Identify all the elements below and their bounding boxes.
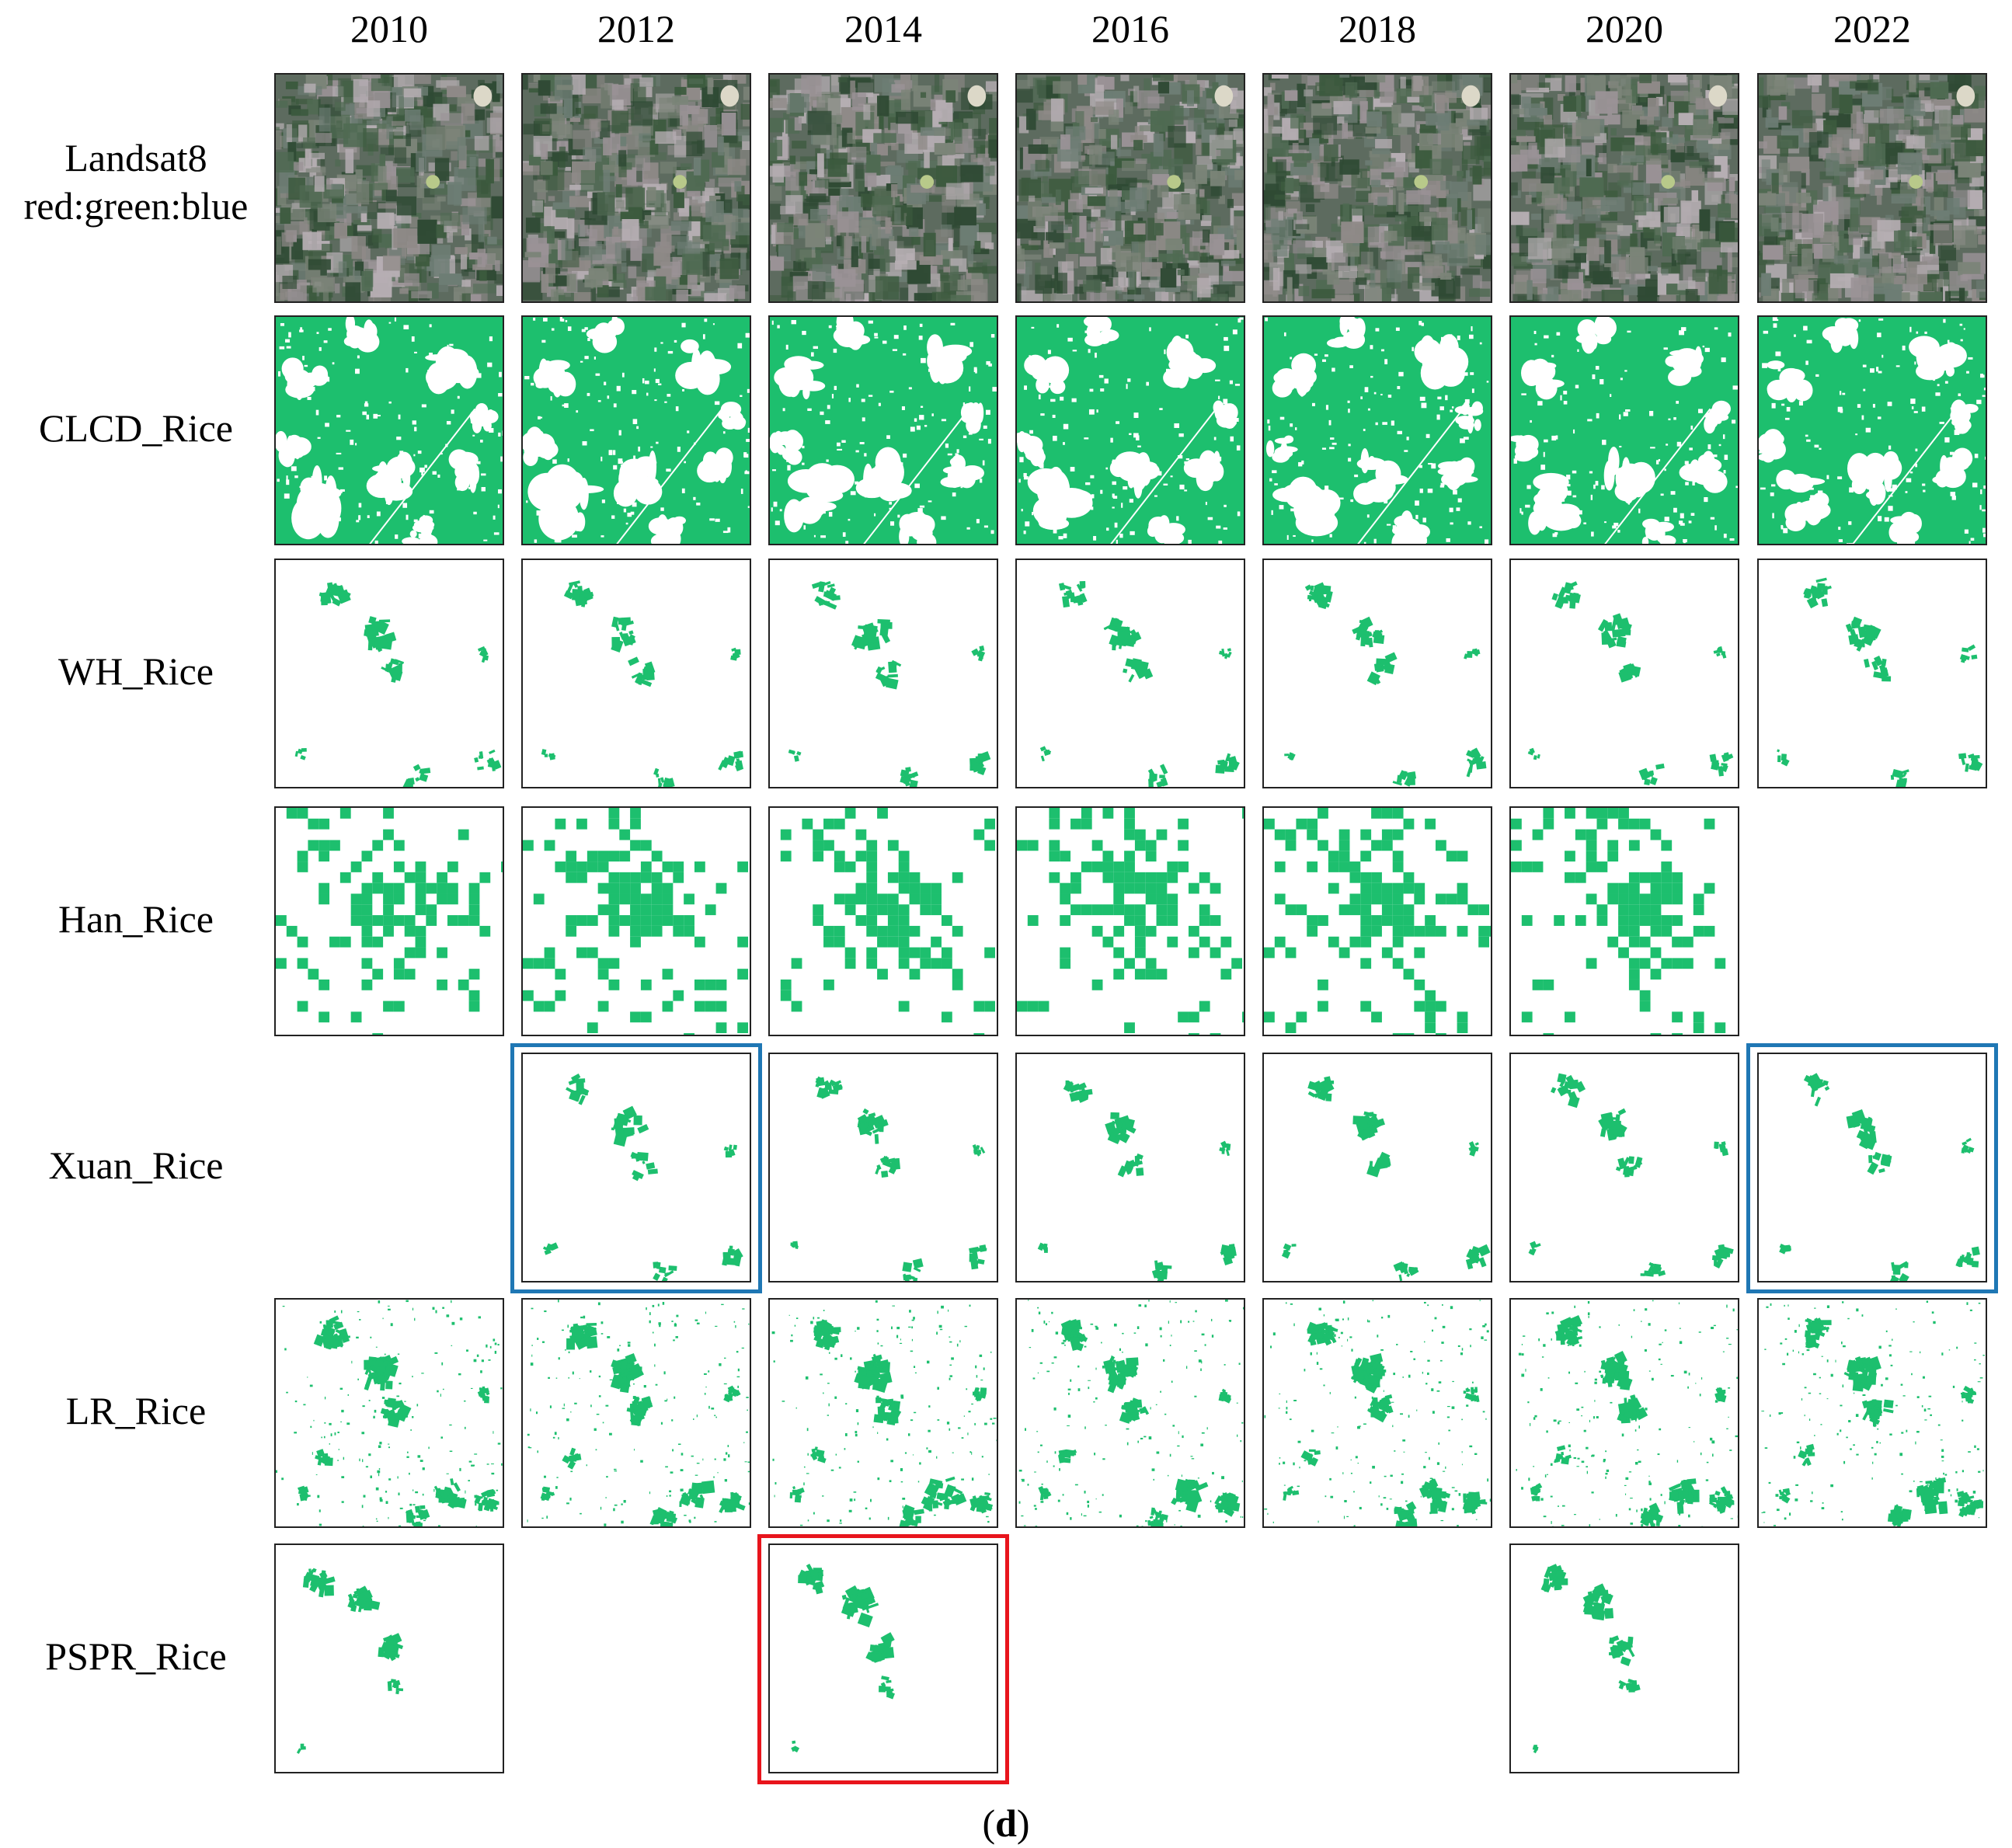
row-label-wh-rice: WH_Rice <box>58 649 214 693</box>
map-tile-sparse-2016 <box>1015 1053 1245 1282</box>
map-tile-dense-2016 <box>1015 315 1245 545</box>
map-tile-dense-2010 <box>274 315 504 545</box>
map-tile-satellite-2014 <box>768 73 998 303</box>
map-tile-sparse-2014 <box>768 1053 998 1282</box>
row-label-clcd-rice: CLCD_Rice <box>39 406 233 450</box>
year-header-2020: 2020 <box>1586 7 1663 50</box>
map-tile-coarse-2018 <box>1262 806 1492 1036</box>
map-tile-dense-2022 <box>1757 315 1987 545</box>
map-tile-satellite-2022 <box>1757 73 1987 303</box>
map-tile-sparse2-2020 <box>1509 1543 1739 1773</box>
map-tile-dense-2020 <box>1509 315 1739 545</box>
map-tile-dense-2012 <box>521 315 751 545</box>
map-tile-satellite-2010 <box>274 73 504 303</box>
map-tile-sparse-2012 <box>521 559 751 788</box>
year-header-2016: 2016 <box>1091 7 1169 50</box>
map-tile-satellite-2020 <box>1509 73 1739 303</box>
map-tile-sparse-2018 <box>1262 1053 1492 1282</box>
panel-caption: (d) <box>982 1801 1030 1845</box>
map-tile-coarse-2012 <box>521 806 751 1036</box>
map-tile-medium-2018 <box>1262 1298 1492 1528</box>
map-tile-medium-2012 <box>521 1298 751 1528</box>
map-tile-sparse-2010 <box>274 559 504 788</box>
year-header-2014: 2014 <box>844 7 922 50</box>
row-label-landsat8: Landsat8 red:green:blue <box>0 134 272 230</box>
map-tile-sparse2-2010 <box>274 1543 504 1773</box>
highlight-box-blue <box>1746 1043 1998 1293</box>
row-label-han-rice: Han_Rice <box>58 897 214 941</box>
map-tile-sparse-2020 <box>1509 559 1739 788</box>
highlight-box-red <box>757 1534 1009 1784</box>
map-tile-coarse-2010 <box>274 806 504 1036</box>
highlight-box-blue <box>510 1043 762 1293</box>
row-label-line2: red:green:blue <box>23 184 249 228</box>
year-header-2010: 2010 <box>350 7 428 50</box>
year-header-2022: 2022 <box>1833 7 1911 50</box>
map-tile-sparse-2022 <box>1757 559 1987 788</box>
map-tile-medium-2020 <box>1509 1298 1739 1528</box>
map-tile-coarse-2014 <box>768 806 998 1036</box>
map-tile-satellite-2018 <box>1262 73 1492 303</box>
map-tile-sparse-2016 <box>1015 559 1245 788</box>
map-tile-medium-2022 <box>1757 1298 1987 1528</box>
map-tile-coarse-2020 <box>1509 806 1739 1036</box>
map-tile-satellite-2012 <box>521 73 751 303</box>
map-tile-sparse-2022 <box>1757 1053 1987 1282</box>
map-tile-sparse-2012 <box>521 1053 751 1282</box>
row-label-xuan-rice: Xuan_Rice <box>48 1143 224 1187</box>
map-tile-medium-2014 <box>768 1298 998 1528</box>
row-label-pspr-rice: PSPR_Rice <box>45 1634 227 1678</box>
map-tile-sparse2-2014 <box>768 1543 998 1773</box>
row-label-lr-rice: LR_Rice <box>65 1389 207 1432</box>
row-label-line1: Landsat8 <box>64 136 207 179</box>
map-tile-dense-2018 <box>1262 315 1492 545</box>
map-tile-satellite-2016 <box>1015 73 1245 303</box>
map-tile-sparse-2018 <box>1262 559 1492 788</box>
year-header-2018: 2018 <box>1338 7 1416 50</box>
map-tile-coarse-2016 <box>1015 806 1245 1036</box>
year-header-2012: 2012 <box>597 7 675 50</box>
map-tile-sparse-2020 <box>1509 1053 1739 1282</box>
map-tile-medium-2016 <box>1015 1298 1245 1528</box>
map-tile-dense-2014 <box>768 315 998 545</box>
map-tile-sparse-2014 <box>768 559 998 788</box>
map-tile-medium-2010 <box>274 1298 504 1528</box>
